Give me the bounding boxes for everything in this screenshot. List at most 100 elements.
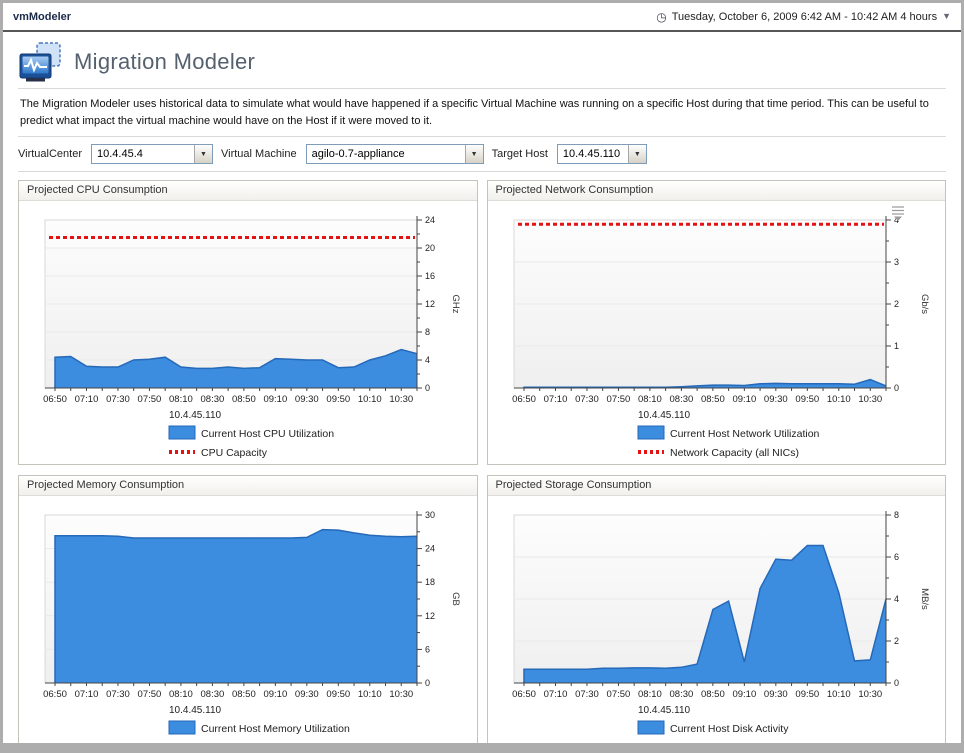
- panel-title: Projected Storage Consumption: [487, 476, 945, 496]
- svg-text:3: 3: [894, 257, 899, 267]
- svg-text:09:50: 09:50: [795, 689, 819, 700]
- svg-text:09:50: 09:50: [795, 394, 819, 405]
- virtualcenter-label: VirtualCenter: [18, 148, 82, 160]
- svg-text:Gb/s: Gb/s: [919, 294, 930, 314]
- clock-icon: ◷: [656, 9, 667, 24]
- svg-text:08:50: 08:50: [232, 394, 256, 405]
- page-title: Migration Modeler: [74, 49, 256, 74]
- svg-text:07:50: 07:50: [138, 394, 162, 405]
- svg-text:08:30: 08:30: [201, 394, 225, 405]
- svg-text:10.4.45.110: 10.4.45.110: [169, 705, 222, 716]
- svg-text:10:10: 10:10: [826, 689, 850, 700]
- svg-text:07:10: 07:10: [543, 689, 567, 700]
- svg-text:MB/s: MB/s: [919, 588, 930, 610]
- svg-text:10:30: 10:30: [858, 394, 882, 405]
- dropdown-arrow-icon[interactable]: ▼: [194, 145, 212, 163]
- svg-text:0: 0: [894, 678, 899, 688]
- svg-text:07:10: 07:10: [75, 689, 99, 700]
- svg-text:07:50: 07:50: [606, 689, 630, 700]
- svg-text:1: 1: [894, 341, 899, 351]
- svg-text:10:10: 10:10: [826, 394, 850, 405]
- svg-text:07:30: 07:30: [575, 394, 599, 405]
- svg-text:07:50: 07:50: [606, 394, 630, 405]
- svg-text:20: 20: [425, 243, 435, 253]
- svg-text:8: 8: [894, 510, 899, 520]
- migration-modeler-icon: [19, 42, 61, 82]
- virtual-machine-value: agilo-0.7-appliance: [311, 148, 405, 160]
- time-range-label: Tuesday, October 6, 2009 6:42 AM - 10:42…: [671, 10, 938, 23]
- svg-text:09:30: 09:30: [295, 394, 319, 405]
- virtualcenter-select[interactable]: 10.4.45.4 ▼: [91, 144, 213, 164]
- target-host-label: Target Host: [491, 148, 548, 160]
- chart-panel-cpu: Projected CPU Consumption 0 4 8 12 16 20 24 06:…: [18, 180, 478, 465]
- svg-text:12: 12: [425, 611, 435, 621]
- svg-text:CPU Capacity: CPU Capacity: [201, 447, 268, 459]
- svg-text:10:10: 10:10: [358, 394, 382, 405]
- svg-text:Current Host Disk Activity: Current Host Disk Activity: [670, 723, 789, 735]
- svg-text:07:30: 07:30: [106, 394, 130, 405]
- svg-text:0: 0: [894, 383, 899, 393]
- svg-text:0: 0: [425, 383, 430, 393]
- svg-text:6: 6: [425, 644, 430, 654]
- content-area: Migration Modeler The Migration Modeler …: [3, 32, 961, 743]
- page-header: Migration Modeler: [18, 38, 946, 89]
- svg-text:10.4.45.110: 10.4.45.110: [638, 410, 691, 421]
- virtual-machine-select[interactable]: agilo-0.7-appliance ▼: [305, 144, 484, 164]
- svg-text:08:30: 08:30: [669, 394, 693, 405]
- svg-text:06:50: 06:50: [43, 394, 67, 405]
- svg-text:09:50: 09:50: [326, 394, 350, 405]
- filter-bar: VirtualCenter 10.4.45.4 ▼ Virtual Machin…: [18, 137, 946, 172]
- svg-text:09:10: 09:10: [263, 689, 287, 700]
- svg-text:08:10: 08:10: [638, 689, 662, 700]
- dropdown-arrow-icon[interactable]: ▼: [464, 145, 483, 163]
- svg-text:10:30: 10:30: [389, 689, 413, 700]
- svg-text:4: 4: [894, 215, 899, 225]
- svg-text:18: 18: [425, 577, 435, 587]
- target-host-select[interactable]: 10.4.45.110 ▼: [556, 144, 647, 164]
- svg-text:06:50: 06:50: [43, 689, 67, 700]
- top-bar: vmModeler ◷ Tuesday, October 6, 2009 6:4…: [3, 3, 961, 32]
- svg-text:2: 2: [894, 636, 899, 646]
- svg-text:08:50: 08:50: [700, 689, 724, 700]
- svg-text:0: 0: [425, 678, 430, 688]
- panel-title: Projected Memory Consumption: [19, 476, 477, 496]
- svg-text:2: 2: [894, 299, 899, 309]
- svg-text:06:50: 06:50: [512, 689, 536, 700]
- svg-text:08:50: 08:50: [700, 394, 724, 405]
- svg-text:24: 24: [425, 544, 435, 554]
- svg-text:08:10: 08:10: [638, 394, 662, 405]
- svg-text:4: 4: [894, 594, 899, 604]
- svg-text:30: 30: [425, 510, 435, 520]
- chart-panel-memory: Projected Memory Consumption 0 6 12 18 24 30 0…: [18, 475, 478, 743]
- svg-text:09:10: 09:10: [732, 689, 756, 700]
- svg-text:10:30: 10:30: [389, 394, 413, 405]
- svg-text:Current Host Network Utilizati: Current Host Network Utilization: [670, 428, 820, 440]
- svg-text:12: 12: [425, 299, 435, 309]
- chart-options-icon[interactable]: [891, 206, 904, 221]
- svg-text:10.4.45.110: 10.4.45.110: [169, 410, 222, 421]
- time-range-control[interactable]: ◷ Tuesday, October 6, 2009 6:42 AM - 10:…: [656, 11, 951, 23]
- svg-text:07:10: 07:10: [543, 394, 567, 405]
- svg-text:07:10: 07:10: [75, 394, 99, 405]
- svg-text:16: 16: [425, 271, 435, 281]
- svg-text:07:50: 07:50: [138, 689, 162, 700]
- svg-text:10:30: 10:30: [858, 689, 882, 700]
- svg-text:08:10: 08:10: [169, 689, 193, 700]
- charts-grid: Projected CPU Consumption 0 4 8 12 16 20 24 06:…: [18, 172, 946, 743]
- svg-text:07:30: 07:30: [106, 689, 130, 700]
- svg-text:08:30: 08:30: [201, 689, 225, 700]
- dropdown-arrow-icon[interactable]: ▼: [627, 145, 646, 163]
- svg-text:GHz: GHz: [450, 295, 461, 314]
- svg-text:09:50: 09:50: [326, 689, 350, 700]
- svg-text:8: 8: [425, 327, 430, 337]
- svg-text:Current Host Memory Utilizatio: Current Host Memory Utilization: [201, 723, 350, 735]
- page-description: The Migration Modeler uses historical da…: [18, 89, 946, 137]
- network-consumption-chart: 0 1 2 3 4 06:50 07:10 07:30 07:50 08:10 08:30 08:50…: [512, 206, 930, 459]
- cpu-consumption-chart: 0 4 8 12 16 20 24 06:50 07:10 07:30 07:50 08:10 08:3…: [43, 215, 461, 459]
- svg-text:09:10: 09:10: [732, 394, 756, 405]
- svg-text:09:10: 09:10: [263, 394, 287, 405]
- memory-consumption-chart: 0 6 12 18 24 30 06:50 07:10 07:30 07:50 08:10 08:30…: [43, 510, 461, 735]
- chart-panel-storage: Projected Storage Consumption 0 2 4 6 8 06:50…: [486, 475, 946, 743]
- target-host-value: 10.4.45.110: [562, 148, 621, 160]
